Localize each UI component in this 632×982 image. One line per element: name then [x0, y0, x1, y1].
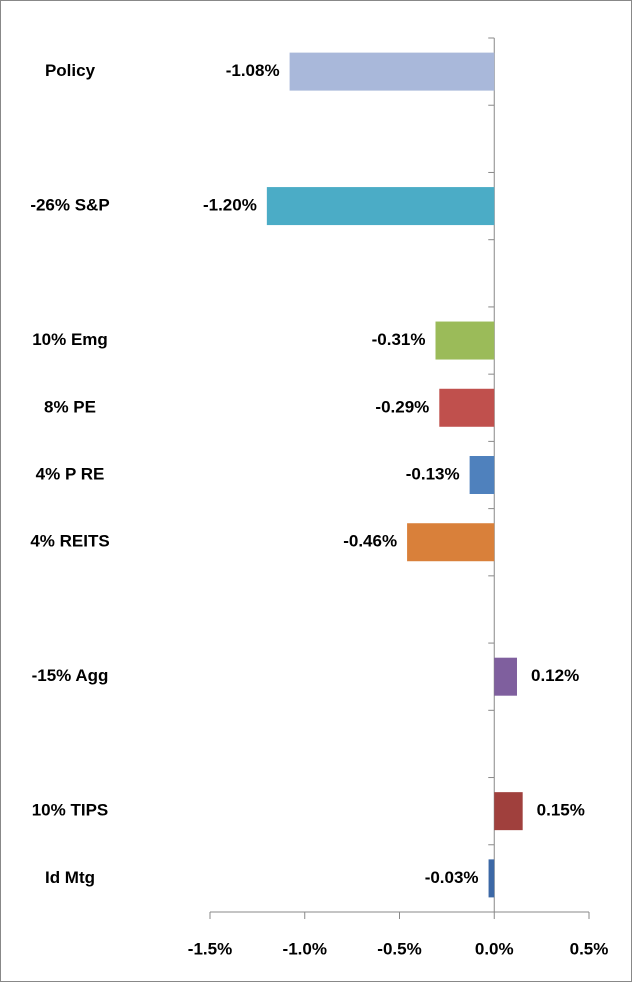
bar [266, 187, 495, 226]
value-label: -0.03% [425, 868, 479, 887]
value-label: -0.31% [372, 330, 426, 349]
x-tick-label: -1.0% [283, 939, 327, 958]
x-tick-label: -1.5% [188, 939, 232, 958]
value-label: -0.29% [375, 397, 429, 416]
bar [439, 388, 495, 427]
value-label: 0.12% [531, 666, 579, 685]
bar [469, 456, 495, 494]
bar [407, 523, 495, 562]
value-label: -1.08% [226, 61, 280, 80]
x-tick-label: 0.5% [570, 939, 609, 958]
bar [289, 52, 495, 91]
x-tick-label: 0.0% [475, 939, 514, 958]
category-label: -15% Agg [32, 666, 109, 685]
category-label: 10% Emg [32, 330, 108, 349]
category-label: -26% S&P [30, 196, 109, 215]
value-label: 0.15% [537, 801, 585, 820]
category-label: Id Mtg [45, 868, 95, 887]
bar [494, 792, 523, 831]
bar [435, 321, 495, 360]
category-label: Policy [45, 61, 96, 80]
value-label: -0.13% [406, 464, 460, 483]
value-label: -1.20% [203, 196, 257, 215]
category-label: 4% P RE [36, 464, 105, 483]
category-label: 8% PE [44, 397, 96, 416]
bar [488, 859, 495, 898]
category-label: 10% TIPS [32, 801, 109, 820]
bar [494, 657, 517, 696]
x-tick-label: -0.5% [377, 939, 421, 958]
value-label: -0.46% [343, 532, 397, 551]
category-label: 4% REITS [30, 532, 109, 551]
